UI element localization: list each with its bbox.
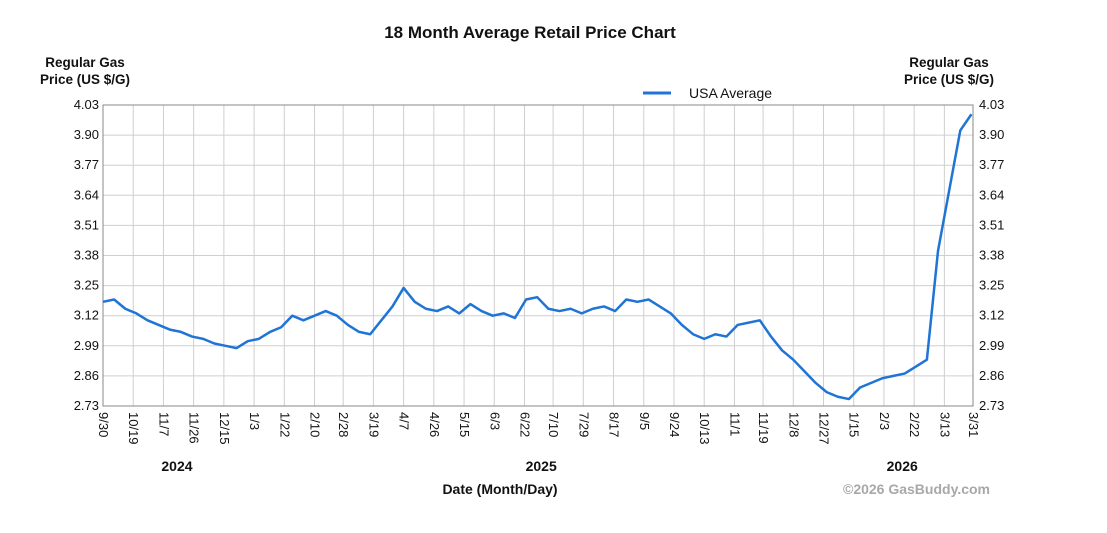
x-tick-label: 3/31 <box>966 412 981 437</box>
x-axis-label: Date (Month/Day) <box>442 481 557 497</box>
y-tick-label: 4.03 <box>74 97 99 112</box>
y-tick-label: 3.64 <box>74 187 99 202</box>
x-tick-label: 1/15 <box>847 412 862 437</box>
y-tick-label: 3.25 <box>74 278 99 293</box>
y-tick-label: 3.90 <box>74 127 99 142</box>
x-tick-label: 6/22 <box>517 412 532 437</box>
y2-tick-label: 3.25 <box>979 278 1004 293</box>
y-tick-label: 2.99 <box>74 338 99 353</box>
year-label: 2024 <box>161 458 192 474</box>
y2-axis-label: Regular Gas Price (US $/G) <box>903 55 995 87</box>
y-axis-label: Regular Gas Price (US $/G) <box>39 55 131 87</box>
y-tick-label: 2.73 <box>74 398 99 413</box>
x-tick-label: 5/15 <box>457 412 472 437</box>
x-tick-label: 11/19 <box>756 412 771 444</box>
x-tick-label: 10/13 <box>697 412 712 445</box>
y2-tick-label: 2.86 <box>979 368 1004 383</box>
x-tick-label: 11/7 <box>156 412 171 436</box>
y2-tick-label: 2.73 <box>979 398 1004 413</box>
x-tick-label: 6/3 <box>487 412 502 430</box>
x-tick-label: 2/28 <box>336 412 351 437</box>
line-series <box>102 113 973 401</box>
x-tick-label: 2/10 <box>308 412 323 437</box>
x-tick-label: 2/22 <box>907 412 922 437</box>
x-tick-label: 9/5 <box>637 412 652 430</box>
credit: ©2026 GasBuddy.com <box>843 481 990 497</box>
x-tick-label: 11/1 <box>727 412 742 436</box>
x-tick-label: 9/30 <box>96 412 111 437</box>
x-tick-label: 7/10 <box>546 412 561 437</box>
x-tick-label: 2/3 <box>877 412 892 430</box>
x-tick-label: 9/24 <box>667 412 682 437</box>
x-tick-label: 12/27 <box>816 412 831 445</box>
year-label: 2026 <box>887 458 918 474</box>
y2-tick-label: 3.38 <box>979 248 1004 263</box>
y2-tick-label: 3.64 <box>979 187 1004 202</box>
x-tick-label: 12/15 <box>217 412 232 445</box>
x-tick-label: 10/19 <box>126 412 141 445</box>
x-tick-label: 3/13 <box>937 412 952 437</box>
y-tick-label: 2.86 <box>74 368 99 383</box>
y-tick-label: 3.77 <box>74 157 99 172</box>
x-tick-label: 11/26 <box>187 412 202 444</box>
y2-tick-label: 3.51 <box>979 217 1004 232</box>
x-tick-label: 12/8 <box>786 412 801 437</box>
x-tick-label: 7/29 <box>576 412 591 437</box>
x-tick-label: 3/19 <box>366 412 381 437</box>
y2-tick-label: 3.90 <box>979 127 1004 142</box>
x-tick-label: 4/26 <box>427 412 442 437</box>
x-tick-label: 4/7 <box>397 412 412 430</box>
x-tick-label: 1/3 <box>247 412 262 430</box>
year-label: 2025 <box>526 458 557 474</box>
y-tick-label: 3.51 <box>74 217 99 232</box>
chart-title: 18 Month Average Retail Price Chart <box>384 23 676 42</box>
x-tick-label: 8/17 <box>607 412 622 437</box>
legend-label: USA Average <box>689 85 772 101</box>
y-tick-label: 3.12 <box>74 308 99 323</box>
x-tick-label: 1/22 <box>277 412 292 437</box>
y2-tick-label: 3.12 <box>979 308 1004 323</box>
y2-tick-label: 2.99 <box>979 338 1004 353</box>
y2-tick-label: 4.03 <box>979 97 1004 112</box>
y-tick-label: 3.38 <box>74 248 99 263</box>
plot-frame <box>102 104 974 407</box>
y2-tick-label: 3.77 <box>979 157 1004 172</box>
